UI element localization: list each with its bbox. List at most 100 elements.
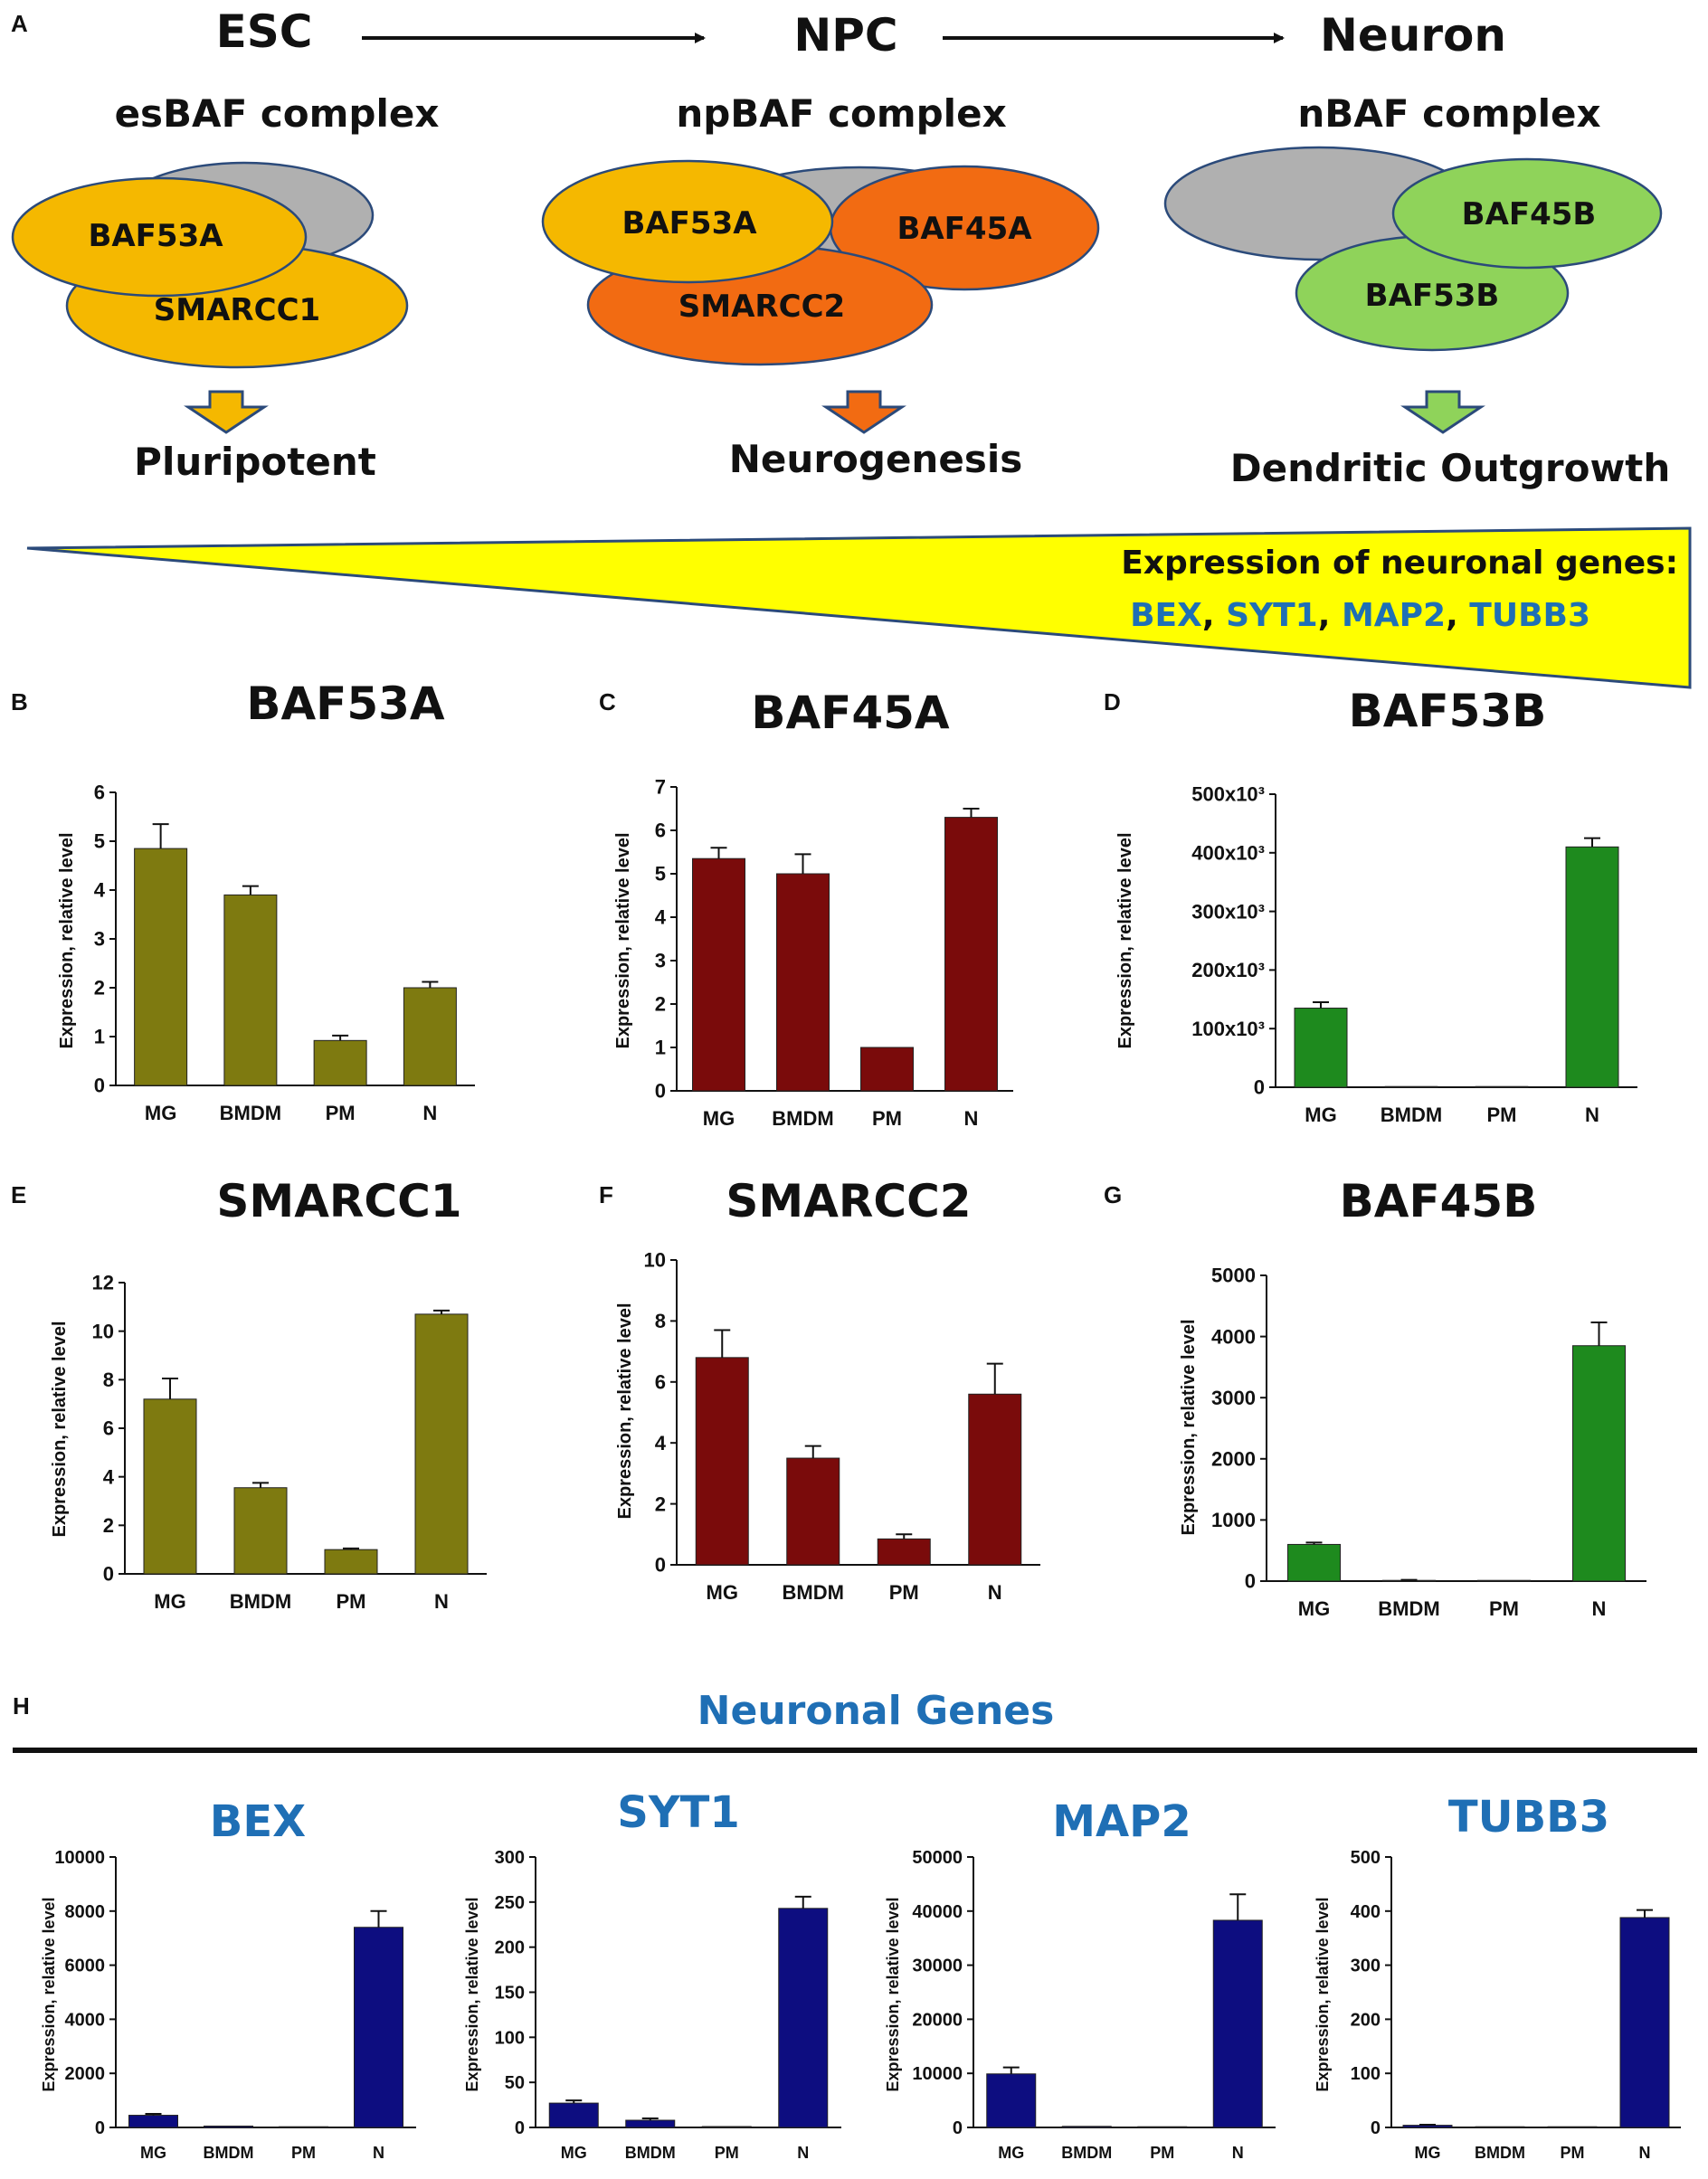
bex-y-axis-label: Expression, relative level — [40, 1897, 58, 2091]
smarcc2-y-tick-label: 6 — [655, 1371, 666, 1394]
smarcc1-bar-pm — [324, 1549, 378, 1575]
baf45a-x-tick-label: PM — [872, 1107, 902, 1130]
baf53b-y-tick-label: 200x10³ — [1191, 959, 1265, 981]
baf53a-y-tick-label: 5 — [94, 830, 105, 853]
syt1-y-tick-label: 150 — [495, 1984, 525, 2004]
baf53a-y-axis-label: Expression, relative level — [57, 832, 77, 1048]
smarcc2-y-tick-label: 4 — [655, 1432, 667, 1454]
panel-label-c: C — [599, 688, 616, 715]
bex-y-tick-label: 0 — [95, 2118, 105, 2138]
baf53b-chart-title: BAF53B — [1349, 685, 1547, 737]
panel-label-g: G — [1104, 1181, 1122, 1208]
smarcc2-y-tick-label: 10 — [644, 1249, 666, 1272]
npbaf-title: npBAF complex — [676, 91, 1006, 136]
smarcc1-x-tick-label: MG — [154, 1590, 185, 1613]
nbaf-title: nBAF complex — [1297, 91, 1600, 136]
bex-x-tick-label: N — [373, 2144, 384, 2162]
stage-npc: NPC — [793, 9, 897, 62]
esbaf-smarcc1-label: SMARCC1 — [154, 292, 320, 328]
baf45b-x-tick-label: N — [1592, 1597, 1607, 1620]
baf45b-y-tick-label: 5000 — [1211, 1265, 1256, 1287]
syt1-y-tick-label: 50 — [505, 2073, 525, 2093]
smarcc1-y-tick-label: 10 — [92, 1320, 114, 1342]
syt1-y-tick-label: 250 — [495, 1893, 525, 1913]
baf45b-y-axis-label: Expression, relative level — [1179, 1319, 1199, 1535]
baf45a-x-tick-label: N — [964, 1107, 979, 1130]
baf53b-bar-n — [1565, 846, 1619, 1088]
baf45a-bar-mg — [692, 857, 745, 1092]
baf45b-x-tick-label: PM — [1489, 1597, 1519, 1620]
baf45b-x-tick-label: BMDM — [1378, 1597, 1439, 1620]
syt1-x-tick-label: PM — [715, 2144, 739, 2162]
baf53b-x-tick-label: N — [1585, 1104, 1599, 1126]
smarcc1-chart-title: SMARCC1 — [216, 1175, 461, 1227]
baf53a-y-tick-label: 3 — [94, 928, 105, 951]
syt1-bar-mg — [548, 2102, 599, 2128]
baf53b-x-tick-label: PM — [1487, 1104, 1517, 1126]
panel-label-h: H — [13, 1692, 30, 1720]
baf45b-bar-pm — [1477, 1579, 1531, 1582]
map2-x-tick-label: BMDM — [1061, 2144, 1112, 2162]
smarcc2-y-tick-label: 8 — [655, 1310, 666, 1332]
baf45a-y-tick-label: 4 — [655, 906, 667, 929]
baf53a-y-tick-label: 6 — [94, 782, 105, 804]
syt1-bar-bmdm — [625, 2119, 676, 2128]
map2-bar-mg — [986, 2073, 1037, 2128]
baf53b-y-tick-label: 400x10³ — [1191, 842, 1265, 865]
npbaf-baf53a-label: BAF53A — [622, 205, 757, 242]
tubb3-y-tick-label: 300 — [1351, 1956, 1381, 1976]
tubb3-chart-title: TUBB3 — [1448, 1792, 1609, 1843]
baf45a-y-tick-label: 3 — [655, 950, 666, 972]
esbaf-title: esBAF complex — [115, 91, 440, 136]
baf45b-chart-title: BAF45B — [1340, 1175, 1538, 1227]
bex-y-tick-label: 6000 — [65, 1956, 106, 1976]
baf45a-y-tick-label: 2 — [655, 993, 666, 1016]
bex-chart-title: BEX — [210, 1796, 306, 1847]
bex-x-tick-label: PM — [291, 2144, 316, 2162]
panel-label-e: E — [11, 1181, 26, 1208]
syt1-x-tick-label: MG — [561, 2144, 587, 2162]
map2-y-tick-label: 30000 — [912, 1956, 963, 1976]
map2-y-tick-label: 50000 — [912, 1848, 963, 1868]
smarcc1-y-tick-label: 12 — [92, 1272, 114, 1294]
map2-y-axis-label: Expression, relative level — [884, 1897, 902, 2091]
baf53a-y-tick-label: 1 — [94, 1026, 105, 1048]
tubb3-y-tick-label: 500 — [1351, 1848, 1381, 1868]
bex-y-tick-label: 4000 — [65, 2010, 106, 2030]
smarcc1-y-tick-label: 8 — [103, 1369, 114, 1391]
nbaf-baf53b-label: BAF53B — [1365, 278, 1500, 314]
baf53a-bar-bmdm — [223, 894, 278, 1086]
smarcc1-bar-n — [414, 1313, 469, 1575]
smarcc1-y-tick-label: 0 — [103, 1563, 114, 1586]
baf53b-y-tick-label: 500x10³ — [1191, 783, 1265, 806]
syt1-chart-title: SYT1 — [617, 1787, 739, 1838]
smarcc1-x-tick-label: N — [434, 1590, 449, 1613]
baf53a-x-tick-label: BMDM — [220, 1102, 281, 1124]
baf53b-y-tick-label: 100x10³ — [1191, 1018, 1265, 1040]
baf53a-bar-mg — [134, 848, 188, 1086]
baf53a-y-tick-label: 0 — [94, 1075, 105, 1097]
syt1-x-tick-label: N — [797, 2144, 809, 2162]
baf45a-bar-bmdm — [776, 873, 830, 1092]
gene-syt1: SYT1 — [1226, 597, 1318, 634]
bex-x-tick-label: MG — [140, 2144, 166, 2162]
map2-chart-title: MAP2 — [1052, 1796, 1191, 1847]
baf53b-y-axis-label: Expression, relative level — [1115, 832, 1135, 1048]
nbaf-down-arrow — [1400, 390, 1485, 434]
syt1-y-tick-label: 200 — [495, 1938, 525, 1958]
stage-neuron: Neuron — [1320, 9, 1506, 62]
smarcc1-y-tick-label: 4 — [103, 1465, 115, 1488]
gene-sep-1: , — [1202, 597, 1226, 634]
esbaf-down-arrow — [184, 390, 269, 434]
map2-x-tick-label: PM — [1150, 2144, 1174, 2162]
stage-esc: ESC — [216, 5, 313, 58]
baf45b-y-tick-label: 3000 — [1211, 1387, 1256, 1409]
syt1-x-tick-label: BMDM — [625, 2144, 676, 2162]
smarcc2-bar-pm — [877, 1538, 931, 1566]
baf53a-x-tick-label: PM — [326, 1102, 356, 1124]
smarcc1-y-tick-label: 6 — [103, 1417, 114, 1440]
smarcc1-y-tick-label: 2 — [103, 1514, 114, 1537]
baf53a-x-tick-label: MG — [145, 1102, 176, 1124]
panel-label-b: B — [11, 688, 28, 715]
